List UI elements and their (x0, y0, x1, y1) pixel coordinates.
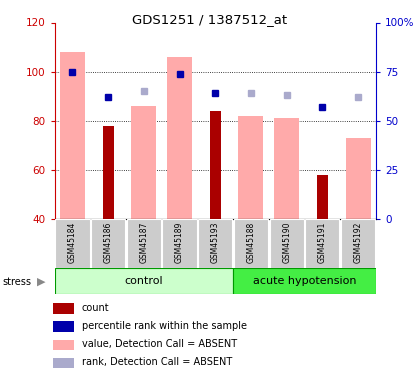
Text: control: control (125, 276, 163, 286)
Bar (53, 340, 74, 350)
Text: ▶: ▶ (37, 277, 45, 287)
Text: count: count (81, 303, 109, 313)
Bar (91, 219, 125, 268)
Text: stress: stress (2, 277, 31, 287)
Text: GSM45190: GSM45190 (282, 222, 291, 263)
Bar (102, 126, 114, 219)
Bar (341, 219, 375, 268)
Bar (53, 321, 74, 332)
Bar (55, 268, 233, 294)
Bar (131, 106, 156, 219)
Text: GSM45189: GSM45189 (175, 222, 184, 263)
Bar (167, 57, 192, 219)
Text: percentile rank within the sample: percentile rank within the sample (81, 321, 247, 331)
Text: value, Detection Call = ABSENT: value, Detection Call = ABSENT (81, 339, 237, 349)
Bar (305, 219, 339, 268)
Text: acute hypotension: acute hypotension (253, 276, 356, 286)
Bar (53, 358, 74, 368)
Bar (317, 175, 328, 219)
Text: GSM45188: GSM45188 (247, 222, 255, 263)
Text: GSM45186: GSM45186 (104, 222, 113, 263)
Text: GSM45191: GSM45191 (318, 222, 327, 263)
Bar (163, 219, 197, 268)
Text: GDS1251 / 1387512_at: GDS1251 / 1387512_at (132, 13, 288, 26)
Bar (60, 52, 85, 219)
Text: rank, Detection Call = ABSENT: rank, Detection Call = ABSENT (81, 357, 232, 368)
Text: GSM45184: GSM45184 (68, 222, 77, 263)
Bar (233, 268, 376, 294)
Bar (274, 118, 299, 219)
Text: GSM45187: GSM45187 (139, 222, 148, 263)
Bar (55, 219, 89, 268)
Text: GSM45192: GSM45192 (354, 222, 362, 263)
Bar (198, 219, 232, 268)
Bar (346, 138, 370, 219)
Bar (239, 116, 263, 219)
Bar (210, 111, 221, 219)
Bar (127, 219, 161, 268)
Bar (53, 303, 74, 313)
Text: GSM45193: GSM45193 (211, 222, 220, 263)
Bar (270, 219, 304, 268)
Bar (234, 219, 268, 268)
